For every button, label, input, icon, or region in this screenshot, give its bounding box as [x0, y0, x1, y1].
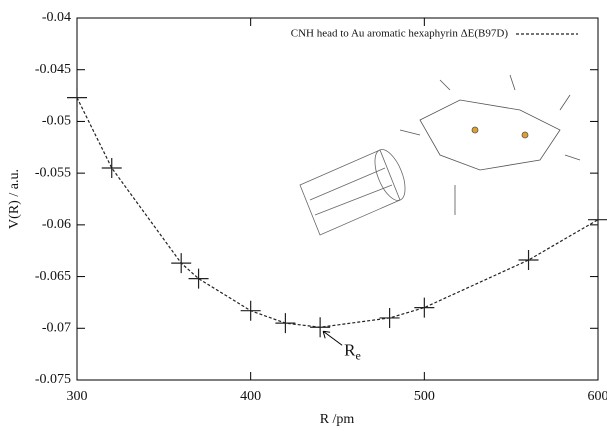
x-tick-label: 600 [588, 389, 607, 404]
point-marker [67, 88, 87, 108]
point-marker [588, 210, 607, 230]
legend-label: CNH head to Au aromatic hexaphyrin ΔE(B9… [291, 28, 509, 40]
plot-frame [77, 18, 598, 380]
nanohorn-sketch [300, 145, 411, 235]
chart: V(R) / a.u. R /pm -0.075 -0.07 -0.065 -0.06… [0, 0, 607, 431]
y-tick-label: -0.07 [42, 321, 71, 336]
point-marker [275, 313, 295, 333]
annotation-main: R [344, 340, 356, 359]
y-axis-label: V(R) / a.u. [7, 169, 22, 229]
annotation-subscript: e [355, 348, 360, 362]
point-marker [102, 158, 122, 178]
point-marker [380, 308, 400, 328]
x-tick-label: 300 [67, 389, 88, 404]
point-marker [519, 250, 539, 270]
y-tick-label: -0.065 [35, 269, 71, 284]
y-tick-label: -0.06 [42, 217, 71, 232]
y-tick-label: -0.075 [35, 372, 71, 387]
y-tick-label: -0.055 [35, 165, 71, 180]
hexaphyrin-sketch [400, 75, 580, 215]
series-line [77, 98, 598, 328]
point-marker [414, 298, 434, 318]
x-tick-label: 500 [414, 389, 435, 404]
annotation-text: Re [344, 340, 361, 362]
y-tick-label: -0.045 [35, 62, 71, 77]
annotation-arrow [323, 331, 342, 345]
y-tick-label: -0.05 [42, 114, 71, 129]
x-axis-label: R /pm [320, 412, 355, 427]
point-marker [189, 269, 209, 289]
point-marker [241, 301, 261, 321]
x-tick-label: 400 [240, 389, 261, 404]
y-tick-label: -0.04 [42, 10, 71, 25]
